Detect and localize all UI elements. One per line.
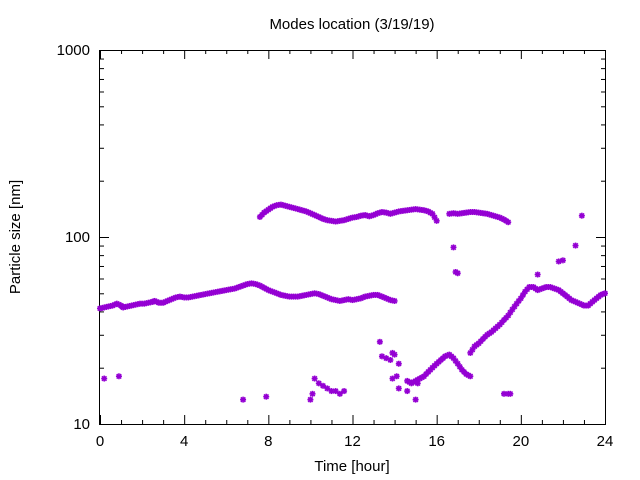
data-point (311, 375, 318, 382)
y-tick-label: 10 (73, 416, 90, 433)
data-point (393, 373, 400, 380)
data-point (395, 385, 402, 392)
data-point (602, 290, 608, 297)
data-point (309, 390, 316, 397)
data-point (307, 396, 314, 403)
data-point (507, 390, 514, 397)
data-point (324, 385, 331, 392)
data-point (404, 388, 411, 395)
y-tick-label: 1000 (57, 42, 90, 59)
data-point (578, 212, 585, 219)
data-point (450, 244, 457, 251)
data-point (320, 382, 327, 389)
data-point (376, 338, 383, 345)
x-tick-labels: 0 4 8 12 16 20 24 (96, 433, 614, 450)
y-axis-title: Particle size [nm] (7, 180, 24, 294)
data-point (336, 390, 343, 397)
data-point (467, 373, 474, 380)
chart-title: Modes location (3/19/19) (269, 16, 434, 33)
x-tick-label: 24 (597, 433, 614, 450)
x-tick-label: 16 (428, 433, 445, 450)
data-point (572, 242, 579, 249)
data-point (559, 257, 566, 264)
y-tick-label: 100 (65, 229, 90, 246)
x-tick-label: 20 (512, 433, 529, 450)
x-axis-title: Time [hour] (314, 458, 389, 475)
data-point (240, 396, 247, 403)
data-points (97, 201, 608, 403)
data-point (115, 373, 122, 380)
axis-ticks (100, 50, 606, 425)
data-point (332, 388, 339, 395)
data-point (341, 388, 348, 395)
data-point (505, 219, 512, 226)
data-point (395, 360, 402, 367)
data-point (263, 393, 270, 400)
y-tick-labels: 10 100 1000 (57, 42, 90, 433)
x-tick-label: 12 (344, 433, 361, 450)
data-point (454, 270, 461, 277)
x-tick-label: 4 (180, 433, 188, 450)
data-point (414, 380, 421, 387)
data-point (534, 271, 541, 278)
data-point (101, 375, 108, 382)
plot-frame (99, 50, 606, 425)
x-tick-label: 8 (264, 433, 272, 450)
data-point (315, 380, 322, 387)
data-point (387, 356, 394, 363)
data-point (412, 396, 419, 403)
data-point (391, 297, 398, 304)
x-tick-label: 0 (96, 433, 104, 450)
data-point (433, 217, 440, 224)
data-point (391, 351, 398, 358)
